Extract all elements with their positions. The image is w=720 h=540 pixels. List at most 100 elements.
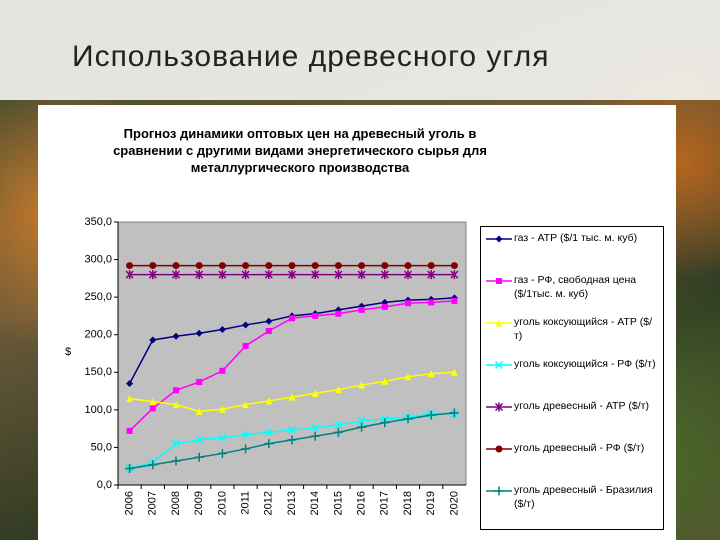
marker	[311, 389, 319, 397]
marker	[218, 433, 227, 442]
legend-entry: уголь коксующийся - РФ ($/т)	[484, 357, 660, 399]
x-tick-label: 2019	[425, 491, 437, 515]
legend-label: уголь древесный - Бразилия ($/т)	[514, 484, 653, 510]
legend-label: уголь коксующийся - РФ ($/т)	[514, 358, 656, 370]
x-tick-label: 2020	[448, 491, 460, 515]
marker	[126, 395, 134, 403]
marker	[264, 439, 274, 449]
marker	[357, 417, 366, 426]
marker	[495, 235, 503, 243]
marker	[265, 262, 273, 270]
marker	[218, 270, 227, 280]
marker	[426, 410, 436, 420]
marker	[334, 420, 343, 429]
marker	[241, 444, 251, 454]
marker	[310, 431, 320, 441]
marker	[218, 262, 226, 270]
marker	[218, 325, 226, 333]
legend-entry: уголь древесный - Бразилия ($/т)	[484, 483, 660, 525]
y-tick-label: 250,0	[84, 291, 112, 303]
y-tick-label: 50,0	[91, 441, 112, 453]
x-tick-label: 2012	[263, 491, 275, 515]
marker	[171, 270, 181, 280]
marker	[172, 262, 180, 270]
marker	[242, 342, 249, 349]
marker	[333, 427, 343, 437]
x-tick-label: 2008	[170, 491, 182, 515]
x-tick-label: 2018	[402, 491, 414, 515]
legend-entry: газ - АТР ($/1 тыс. м. куб)	[484, 231, 660, 273]
x-tick-label: 2006	[124, 491, 136, 515]
marker	[427, 370, 435, 378]
y-axis-label: $	[65, 346, 71, 358]
marker	[265, 397, 273, 405]
legend-entry: уголь древесный - РФ ($/т)	[484, 441, 660, 483]
marker	[287, 426, 297, 435]
marker	[357, 422, 367, 432]
marker	[171, 456, 181, 466]
marker	[311, 423, 320, 432]
marker	[427, 270, 436, 280]
y-tick-label: 0,0	[97, 479, 112, 491]
marker	[148, 270, 157, 280]
marker	[171, 439, 181, 448]
legend-swatch	[486, 235, 512, 243]
legend-label: уголь коксующийся - АТР ($/т)	[514, 316, 653, 342]
legend-label: газ - РФ, свободная цена ($/1тыс. м. куб…	[514, 274, 637, 300]
marker	[380, 418, 390, 428]
marker	[173, 387, 179, 394]
marker	[265, 317, 273, 325]
marker	[218, 405, 226, 413]
marker	[126, 427, 133, 434]
marker	[195, 407, 203, 415]
marker	[334, 270, 343, 280]
marker	[264, 428, 273, 437]
marker	[195, 435, 204, 444]
y-tick-label: 350,0	[84, 216, 112, 228]
x-tick-label: 2010	[216, 491, 228, 515]
marker	[149, 262, 157, 270]
legend-label: уголь древесный - АТР ($/т)	[514, 400, 649, 412]
legend-label: уголь древесный - РФ ($/т)	[514, 442, 645, 454]
plot-area	[117, 221, 467, 486]
legend-label: газ - АТР ($/1 тыс. м. куб)	[514, 232, 638, 244]
marker	[404, 262, 412, 270]
marker	[403, 414, 413, 424]
marker	[495, 319, 503, 327]
y-tick-label: 100,0	[84, 404, 112, 416]
legend-swatch	[486, 402, 512, 412]
marker	[358, 262, 366, 270]
marker	[217, 448, 227, 458]
legend-swatch	[486, 445, 512, 453]
marker	[149, 398, 157, 406]
marker	[311, 262, 319, 270]
marker	[242, 262, 250, 270]
x-tick-label: 2016	[356, 491, 368, 515]
marker	[405, 300, 411, 307]
marker	[404, 373, 412, 381]
marker	[242, 401, 250, 409]
x-tick-label: 2015	[332, 491, 344, 515]
marker	[494, 486, 504, 496]
marker	[264, 270, 273, 280]
marker	[195, 270, 204, 280]
marker	[312, 312, 319, 319]
marker	[494, 360, 504, 370]
marker	[125, 270, 134, 280]
marker	[196, 379, 203, 386]
marker	[241, 430, 250, 439]
legend-swatch	[486, 278, 512, 284]
legend-entry: уголь древесный - АТР ($/т)	[484, 399, 660, 441]
legend-swatch	[486, 360, 512, 370]
marker	[358, 306, 365, 313]
legend-entry: уголь коксующийся - АТР ($/т)	[484, 315, 660, 357]
marker	[311, 270, 320, 280]
marker	[149, 336, 157, 344]
marker	[428, 299, 435, 306]
marker	[334, 386, 342, 394]
marker	[195, 329, 203, 337]
legend: газ - АТР ($/1 тыс. м. куб) газ - РФ, сво…	[480, 226, 664, 530]
marker	[289, 315, 295, 322]
